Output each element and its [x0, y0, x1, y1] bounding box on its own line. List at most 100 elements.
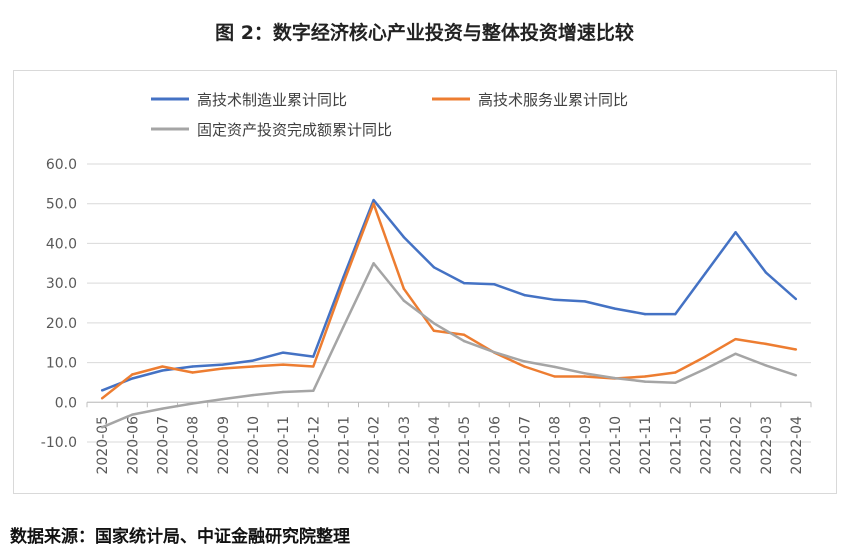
x-tick-label: 2021-09	[578, 416, 594, 475]
x-tick-label: 2020-09	[216, 416, 232, 475]
data-point-s3	[100, 426, 104, 429]
chart-frame: 高技术制造业累计同比 高技术服务业累计同比固定资产投资完成额累计同比 60.0 50.…	[13, 70, 837, 494]
y-tick-label: 10.0	[46, 356, 77, 372]
data-point-s3	[191, 402, 194, 405]
legend-label-3: 固定资产投资完成额累计同比	[197, 121, 392, 139]
data-point-s1	[161, 369, 164, 372]
data-point-s1	[281, 351, 285, 354]
y-tick-label: -10.0	[41, 435, 77, 451]
x-tick-label: 2021-11	[638, 416, 654, 475]
series-line-3	[101, 262, 797, 429]
x-tick-label: 2022-02	[729, 416, 745, 475]
y-tick-label: 50.0	[46, 197, 77, 213]
data-point-s3	[432, 322, 436, 325]
data-point-s2	[312, 365, 315, 368]
y-tick-label: 20.0	[46, 316, 77, 332]
data-point-s3	[764, 364, 767, 367]
data-point-s3	[734, 352, 737, 356]
data-point-s3	[342, 325, 345, 329]
data-point-s3	[462, 339, 466, 343]
data-point-s1	[100, 389, 104, 392]
x-tick-label: 2021-06	[487, 416, 503, 475]
x-tick-label: 2021-01	[336, 416, 352, 475]
data-point-s1	[432, 266, 436, 269]
data-point-s1	[372, 198, 375, 202]
y-tick-label: 0.0	[55, 395, 77, 411]
data-point-s1	[462, 281, 466, 285]
y-tick-label: 30.0	[46, 276, 77, 292]
data-point-s2	[794, 348, 798, 351]
data-point-s2	[553, 375, 556, 378]
data-point-s1	[734, 231, 737, 234]
data-point-s3	[794, 374, 798, 377]
chart-title: 图 2：数字经济核心产业投资与整体投资增速比较	[215, 22, 634, 44]
x-tick-label: 2021-12	[668, 416, 684, 475]
data-point-s2	[432, 329, 436, 332]
legend-label-2: 高技术服务业累计同比	[478, 91, 628, 109]
x-tick-label: 2021-02	[367, 416, 383, 475]
data-point-s1	[493, 283, 496, 286]
data-point-s3	[161, 407, 164, 410]
x-tick-label: 2021-04	[427, 416, 443, 475]
data-point-s2	[764, 342, 767, 346]
data-point-s1	[402, 235, 405, 239]
data-point-s3	[131, 413, 134, 416]
data-point-s1	[553, 298, 556, 302]
data-point-s2	[372, 202, 375, 205]
x-tick-label: 2022-03	[759, 416, 775, 475]
data-point-s3	[613, 376, 617, 380]
data-source-note: 数据来源：国家统计局、中证金融研究院整理	[10, 527, 350, 547]
data-point-s1	[704, 272, 707, 275]
x-tick-label: 2020-10	[246, 416, 262, 475]
data-point-s2	[402, 287, 405, 290]
data-point-s1	[251, 359, 255, 362]
x-tick-label: 2020-12	[306, 416, 322, 475]
data-point-s1	[794, 297, 798, 301]
data-point-s2	[161, 365, 164, 368]
data-point-s2	[281, 363, 285, 366]
x-tick-label: 2020-11	[276, 416, 292, 475]
data-point-s3	[402, 299, 405, 302]
data-point-s3	[493, 351, 496, 354]
x-tick-label: 2021-07	[517, 416, 533, 475]
data-point-s3	[221, 397, 224, 401]
data-point-s3	[643, 380, 647, 383]
data-point-s2	[131, 373, 134, 376]
data-point-s1	[312, 355, 315, 358]
data-point-s3	[281, 390, 285, 394]
data-point-s2	[251, 365, 255, 368]
data-point-s1	[221, 363, 224, 366]
x-tick-label: 2021-05	[457, 416, 473, 475]
series-line-1	[101, 198, 797, 392]
data-point-s2	[191, 371, 194, 374]
data-point-s2	[734, 337, 737, 341]
data-point-s1	[191, 365, 194, 368]
x-tick-label: 2021-08	[548, 416, 564, 475]
data-point-s3	[553, 365, 556, 369]
data-point-s3	[523, 360, 526, 363]
data-point-s1	[613, 307, 617, 310]
data-point-s3	[372, 262, 375, 265]
data-point-s2	[462, 333, 466, 336]
data-point-s2	[523, 365, 526, 368]
legend-label-1: 高技术制造业累计同比	[197, 91, 347, 109]
series-line-2	[101, 202, 797, 400]
data-point-s1	[342, 275, 345, 279]
data-point-s3	[251, 393, 255, 397]
data-point-s2	[674, 371, 677, 374]
data-point-s2	[704, 355, 707, 358]
x-tick-label: 2021-03	[397, 416, 413, 475]
data-point-s3	[704, 367, 707, 371]
data-point-s2	[643, 375, 647, 378]
x-tick-label: 2021-10	[608, 416, 624, 475]
data-point-s3	[674, 381, 677, 385]
x-tick-label: 2020-05	[95, 416, 111, 475]
y-tick-label: 60.0	[46, 157, 77, 173]
x-tick-label: 2020-06	[125, 416, 141, 475]
data-point-s2	[583, 375, 586, 378]
x-tick-label: 2022-04	[789, 416, 805, 475]
data-point-s1	[643, 312, 647, 316]
data-point-s1	[674, 312, 677, 316]
data-point-s1	[583, 300, 586, 303]
